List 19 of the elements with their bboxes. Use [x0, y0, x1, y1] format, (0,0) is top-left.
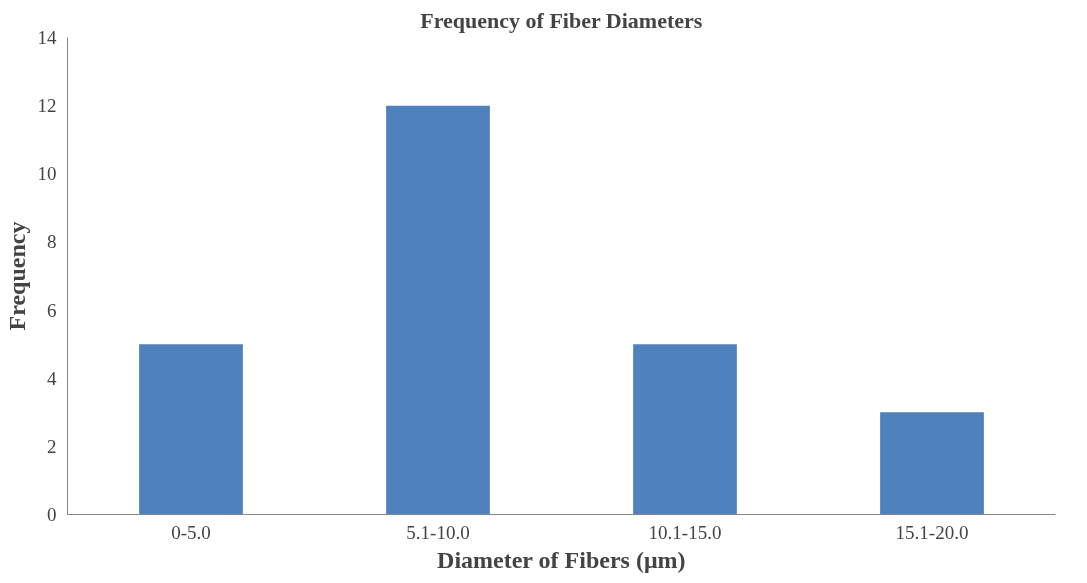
x-tick-label: 15.1-20.0 — [895, 521, 969, 543]
bar — [386, 105, 490, 515]
x-tick-label: 0-5.0 — [171, 521, 211, 543]
x-axis-title: Diameter of Fibers (μm) — [437, 546, 686, 573]
y-tick-label: 14 — [37, 27, 57, 48]
y-tick-label: 6 — [47, 299, 57, 321]
x-tick-label: 5.1-10.0 — [406, 521, 470, 543]
bar — [633, 344, 737, 515]
y-tick-label: 8 — [47, 231, 57, 253]
y-tick-label: 10 — [37, 163, 57, 185]
y-tick-label: 2 — [47, 435, 57, 457]
bar — [880, 412, 984, 515]
bar — [139, 344, 243, 515]
y-axis-title: Frequency — [3, 221, 30, 331]
chart-title: Frequency of Fiber Diameters — [420, 7, 703, 33]
y-tick-label: 4 — [47, 367, 57, 389]
y-tick-label: 0 — [47, 504, 57, 525]
x-tick-label: 10.1-15.0 — [648, 521, 722, 543]
y-tick-label: 12 — [37, 95, 57, 117]
